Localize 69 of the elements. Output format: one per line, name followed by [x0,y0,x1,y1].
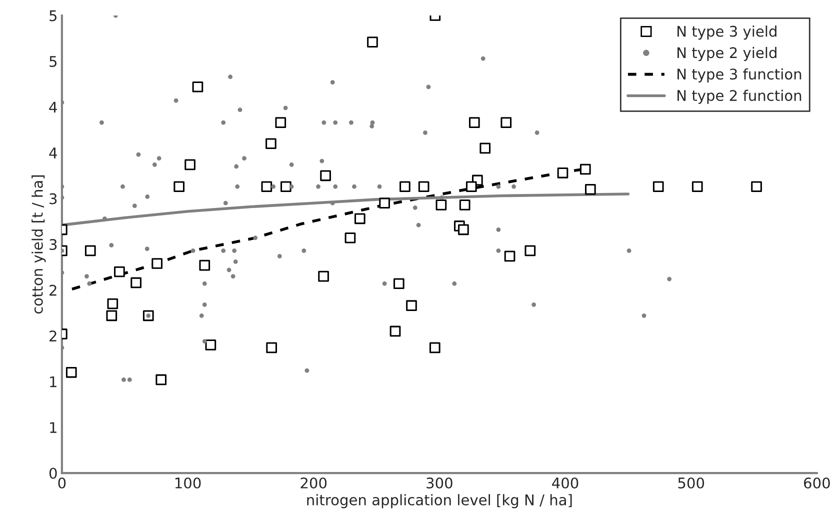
y-tick-label: 3 [50,193,57,204]
point [367,36,378,48]
point [751,181,762,192]
point [318,270,329,282]
point [156,374,167,386]
legend-label: N type 2 function [678,90,802,104]
point [504,250,516,262]
point [66,366,77,378]
point [584,184,596,195]
point [266,342,277,354]
x-tick-label: 300 [426,477,452,489]
point [275,117,286,128]
point [459,200,470,210]
y-axis-title: cotton yield [t / ha] [32,175,46,314]
point [466,181,477,192]
legend-label: N type 3 yield [678,26,776,40]
y-tick-label: 5 [50,10,56,22]
y-tick-label: 2 [50,330,56,342]
point [107,298,118,310]
point [379,198,390,209]
point [580,164,591,175]
point [354,213,366,224]
point [261,181,272,192]
x-tick-label: 600 [804,477,830,489]
point [557,167,568,178]
x-tick-label: 0 [58,477,66,489]
point [106,310,118,322]
x-tick-label: 500 [678,477,704,489]
y-tick-label: 0 [49,468,57,479]
point [199,260,210,271]
point [436,200,447,210]
point [390,326,401,337]
point [652,181,664,192]
point [130,277,142,288]
x-tick-label: 100 [175,477,201,489]
point [205,340,216,350]
point [192,81,204,92]
point [500,117,512,128]
y-tick-label: 4 [49,148,57,158]
point [692,181,703,192]
y-tick-label: 1 [50,376,56,388]
point [344,232,356,244]
y-tick-label: 3 [50,239,57,250]
x-tick-label: 200 [300,477,327,489]
point [184,159,196,170]
x-tick-label: 400 [552,477,578,489]
point [406,300,417,312]
legend-label: N type 2 yield [678,46,776,62]
point [174,181,185,192]
y-tick-label: 4 [49,102,57,113]
point [458,224,469,236]
y-tick-label: 2 [50,284,56,296]
point [320,170,331,182]
y-tick-label: 5 [50,56,56,68]
point [418,181,430,192]
point [480,142,491,154]
point [393,278,404,290]
point [524,245,536,256]
point [400,181,410,192]
point [266,138,276,150]
y-tick-label: 1 [50,422,56,433]
point [468,117,480,128]
x-axis-title: nitrogen application level [kg N / ha] [307,494,572,508]
point [84,245,96,256]
point [280,181,292,192]
point [114,266,125,278]
point [152,258,162,269]
point [429,342,440,354]
legend-label: N type 3 function [678,68,802,82]
